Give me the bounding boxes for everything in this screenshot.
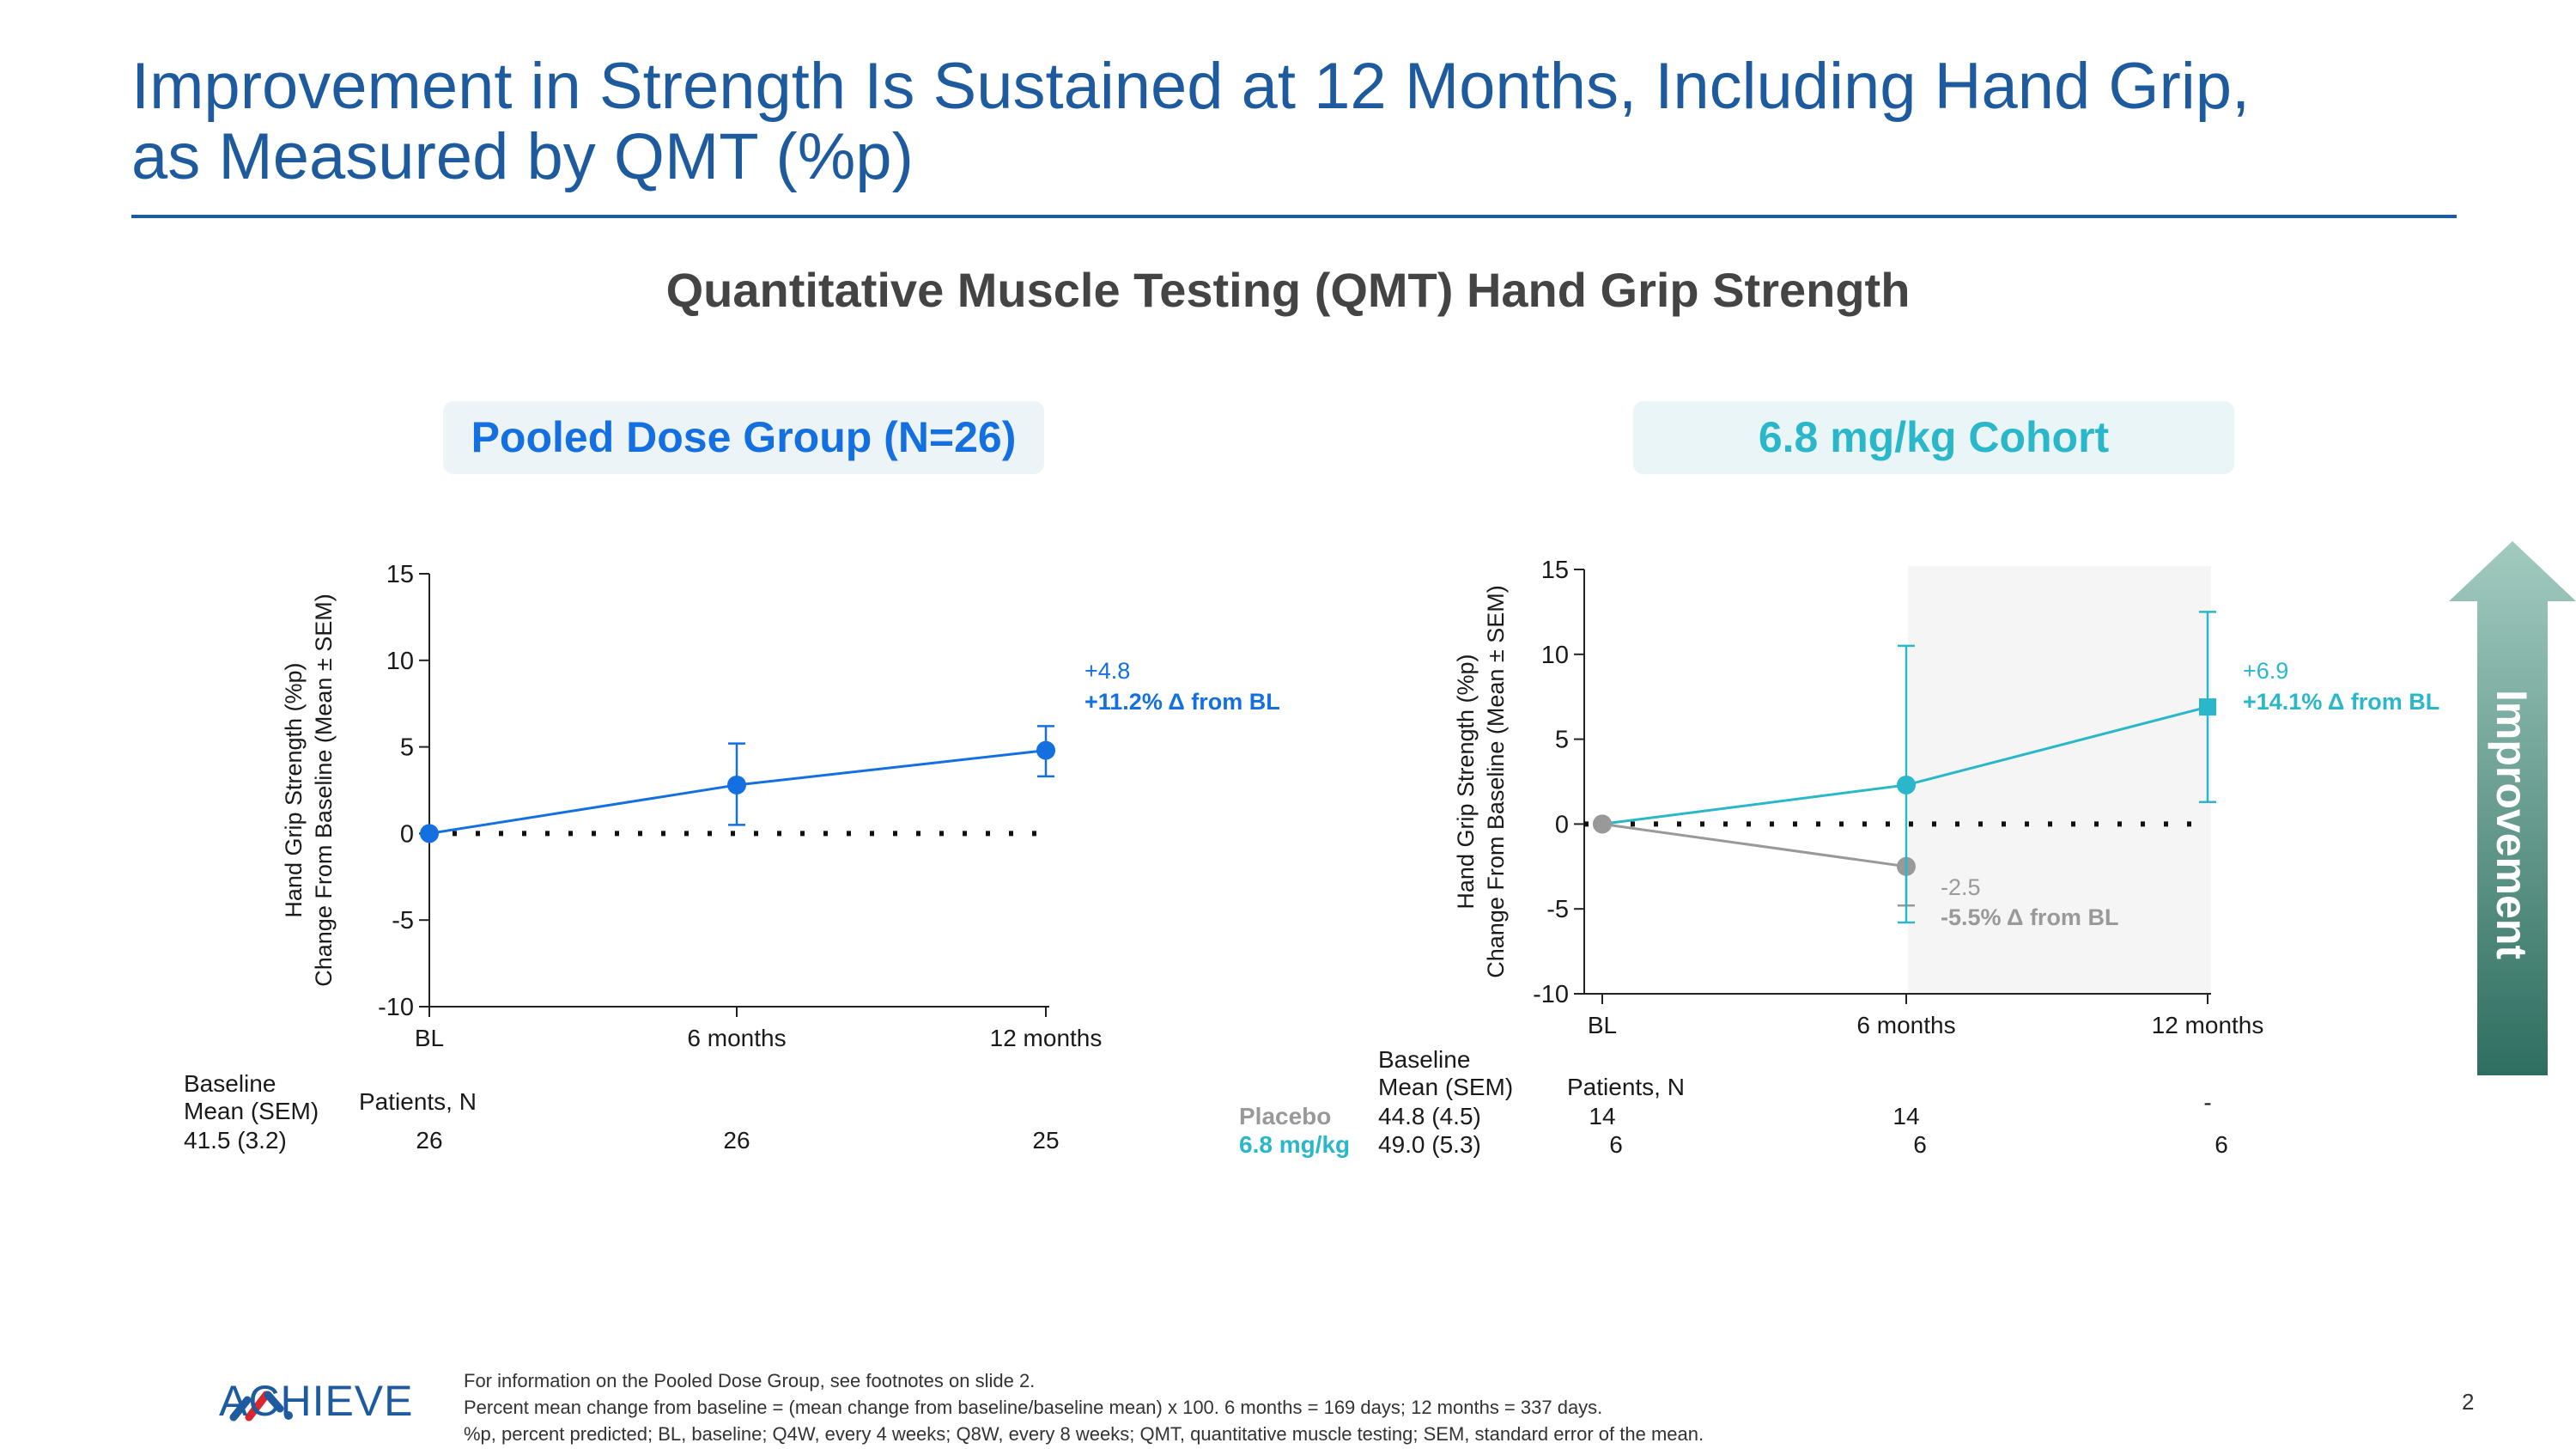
patient-count: 6 <box>2215 1131 2228 1158</box>
baseline-value: 49.0 (5.3) <box>1378 1131 1481 1158</box>
data-point <box>1593 814 1612 834</box>
baseline-header: Mean (SEM) <box>184 1098 319 1124</box>
pooled-dose-group-header: Pooled Dose Group (N=26) <box>443 401 1044 474</box>
y-tick-label: 15 <box>1541 557 1569 584</box>
row-label: Placebo <box>1239 1103 1332 1129</box>
patient-count: 26 <box>723 1127 750 1154</box>
footnote-2: Percent mean change from baseline = (mea… <box>464 1397 1603 1418</box>
patient-count: 25 <box>1032 1127 1060 1154</box>
y-tick-label: 10 <box>1541 642 1569 669</box>
data-point <box>420 824 439 843</box>
data-point <box>2199 698 2216 716</box>
y-tick-label: 5 <box>1555 727 1569 754</box>
y-tick-label: -5 <box>1546 896 1569 923</box>
footnote-1: For information on the Pooled Dose Group… <box>464 1370 1036 1391</box>
annotation-percent: +11.2% Δ from BL <box>1084 689 1280 715</box>
page-number: 2 <box>2462 1389 2475 1415</box>
y-axis-label: Hand Grip Strength (%p) <box>281 662 307 917</box>
y-axis-label: Change From Baseline (Mean ± SEM) <box>311 594 337 987</box>
annotation-value: -2.5 <box>1941 874 1981 900</box>
annotation-value: +6.9 <box>2243 658 2288 684</box>
patient-count: 6 <box>1609 1131 1623 1158</box>
y-tick-label: -5 <box>392 907 414 935</box>
series-line <box>1601 822 1907 868</box>
data-point <box>727 775 746 795</box>
patient-count: 6 <box>1913 1131 1927 1158</box>
annotation-percent: +14.1% Δ from BL <box>2243 689 2439 715</box>
cohort-6-8-chart: 15 10 5 0 -5 -10 BL 6 months 12 months Hand Grip … <box>1453 557 2439 1038</box>
achieve-logo-text: ACHIEVE <box>219 1377 414 1425</box>
y-tick-label: 10 <box>386 648 414 675</box>
annotation-percent: -5.5% Δ from BL <box>1941 904 2118 930</box>
x-tick-label: BL <box>1588 1012 1617 1038</box>
x-tick-label: 12 months <box>2152 1012 2264 1038</box>
slide-subtitle: Quantitative Muscle Testing (QMT) Hand G… <box>665 263 1911 317</box>
data-point <box>1036 740 1055 760</box>
cohort-6-8-header: 6.8 mg/kg Cohort <box>1633 401 2234 474</box>
y-tick-label: -10 <box>1533 981 1569 1008</box>
y-tick-label: 15 <box>386 561 414 588</box>
patient-count: 26 <box>416 1127 443 1154</box>
x-tick-label: BL <box>415 1025 444 1051</box>
improvement-arrow-icon <box>2449 541 2576 1075</box>
y-tick-label: 0 <box>1555 811 1569 838</box>
baseline-header: Mean (SEM) <box>1378 1074 1514 1100</box>
patients-header: Patients, N <box>359 1088 477 1115</box>
baseline-value: 41.5 (3.2) <box>184 1127 287 1154</box>
open-label-shading <box>1908 566 2211 994</box>
x-tick-label: 6 months <box>687 1025 786 1051</box>
patients-header: Patients, N <box>1567 1074 1685 1100</box>
y-tick-label: -10 <box>378 994 414 1021</box>
annotation-value: +4.8 <box>1084 658 1130 684</box>
improvement-label: Improvement <box>2488 690 2536 959</box>
x-tick-label: 12 months <box>990 1025 1103 1051</box>
patient-count: 14 <box>1893 1103 1920 1129</box>
title-divider <box>131 215 2457 218</box>
y-axis-label: Change From Baseline (Mean ± SEM) <box>1483 585 1509 978</box>
achieve-logo-icon <box>229 1391 293 1422</box>
patient-count: - <box>2203 1089 2212 1116</box>
y-tick-label: 5 <box>400 734 414 762</box>
patient-count: 14 <box>1589 1103 1616 1129</box>
baseline-value: 44.8 (4.5) <box>1378 1103 1481 1129</box>
baseline-header: Baseline <box>184 1070 276 1097</box>
x-tick-label: 6 months <box>1856 1012 1955 1038</box>
data-point <box>1897 775 1916 795</box>
row-label: 6.8 mg/kg <box>1239 1131 1351 1158</box>
baseline-header: Baseline <box>1378 1046 1471 1073</box>
slide-title: Improvement in Strength Is Sustained at … <box>131 50 2251 193</box>
y-axis-label: Hand Grip Strength (%p) <box>1453 654 1479 909</box>
y-tick-label: 0 <box>400 820 414 848</box>
footnote-3: %p, percent predicted; BL, baseline; Q4W… <box>464 1423 1704 1445</box>
